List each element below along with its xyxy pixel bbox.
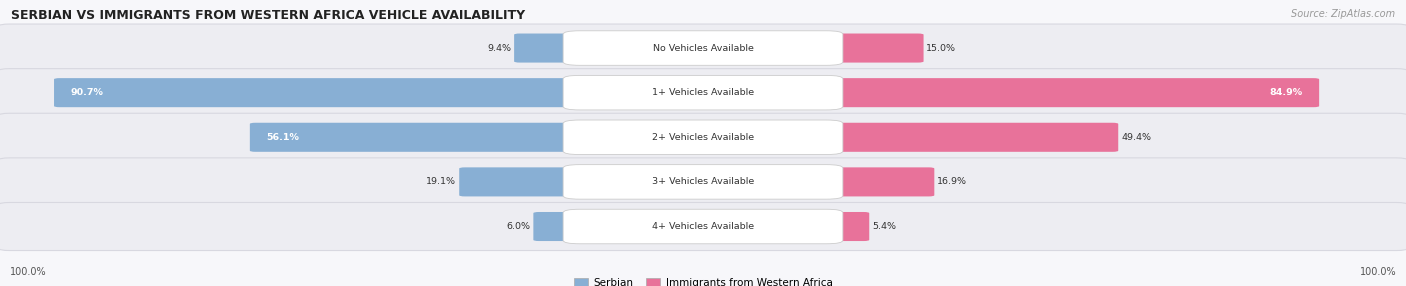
Text: 1+ Vehicles Available: 1+ Vehicles Available xyxy=(652,88,754,97)
Text: 56.1%: 56.1% xyxy=(267,133,299,142)
FancyBboxPatch shape xyxy=(460,167,579,196)
Legend: Serbian, Immigrants from Western Africa: Serbian, Immigrants from Western Africa xyxy=(569,274,837,286)
FancyBboxPatch shape xyxy=(562,76,844,110)
Text: 6.0%: 6.0% xyxy=(506,222,530,231)
FancyBboxPatch shape xyxy=(827,167,935,196)
Text: 19.1%: 19.1% xyxy=(426,177,457,186)
FancyBboxPatch shape xyxy=(533,212,579,241)
Text: 90.7%: 90.7% xyxy=(70,88,104,97)
FancyBboxPatch shape xyxy=(562,31,844,65)
FancyBboxPatch shape xyxy=(562,120,844,154)
Text: No Vehicles Available: No Vehicles Available xyxy=(652,43,754,53)
Text: 16.9%: 16.9% xyxy=(938,177,967,186)
FancyBboxPatch shape xyxy=(0,158,1406,206)
Text: 49.4%: 49.4% xyxy=(1121,133,1152,142)
FancyBboxPatch shape xyxy=(827,123,1118,152)
FancyBboxPatch shape xyxy=(0,202,1406,251)
Text: 100.0%: 100.0% xyxy=(10,267,46,277)
Text: 100.0%: 100.0% xyxy=(1360,267,1396,277)
FancyBboxPatch shape xyxy=(0,69,1406,117)
FancyBboxPatch shape xyxy=(250,123,579,152)
Text: 3+ Vehicles Available: 3+ Vehicles Available xyxy=(652,177,754,186)
FancyBboxPatch shape xyxy=(53,78,579,107)
Text: 2+ Vehicles Available: 2+ Vehicles Available xyxy=(652,133,754,142)
FancyBboxPatch shape xyxy=(827,33,924,63)
Text: 5.4%: 5.4% xyxy=(872,222,896,231)
FancyBboxPatch shape xyxy=(0,24,1406,72)
Text: 9.4%: 9.4% xyxy=(488,43,512,53)
FancyBboxPatch shape xyxy=(562,165,844,199)
Text: 4+ Vehicles Available: 4+ Vehicles Available xyxy=(652,222,754,231)
FancyBboxPatch shape xyxy=(562,209,844,244)
FancyBboxPatch shape xyxy=(515,33,579,63)
FancyBboxPatch shape xyxy=(0,113,1406,161)
Text: SERBIAN VS IMMIGRANTS FROM WESTERN AFRICA VEHICLE AVAILABILITY: SERBIAN VS IMMIGRANTS FROM WESTERN AFRIC… xyxy=(11,9,526,21)
Text: Source: ZipAtlas.com: Source: ZipAtlas.com xyxy=(1291,9,1395,19)
FancyBboxPatch shape xyxy=(827,212,869,241)
Text: 15.0%: 15.0% xyxy=(927,43,956,53)
FancyBboxPatch shape xyxy=(827,78,1319,107)
Text: 84.9%: 84.9% xyxy=(1270,88,1302,97)
